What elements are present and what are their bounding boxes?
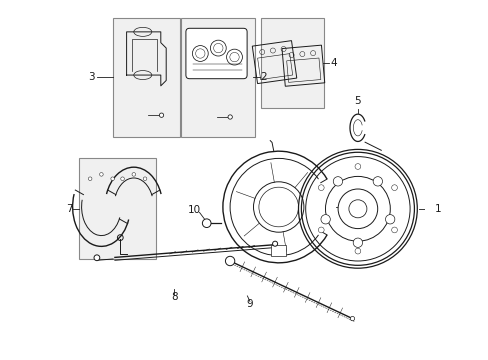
Circle shape: [333, 177, 342, 186]
Circle shape: [352, 238, 362, 247]
Circle shape: [372, 177, 382, 186]
Text: 9: 9: [246, 299, 253, 309]
Circle shape: [100, 172, 103, 176]
Circle shape: [354, 163, 360, 169]
Circle shape: [354, 248, 360, 254]
Circle shape: [132, 172, 135, 176]
Text: 7: 7: [66, 204, 72, 214]
FancyBboxPatch shape: [185, 28, 246, 79]
Text: 8: 8: [171, 292, 177, 302]
Text: 2: 2: [260, 72, 267, 82]
Circle shape: [202, 219, 211, 228]
Bar: [271, 245, 285, 256]
Bar: [113, 18, 179, 137]
Bar: [79, 158, 156, 259]
Circle shape: [272, 241, 277, 246]
Circle shape: [391, 185, 397, 190]
Bar: [260, 18, 323, 108]
Circle shape: [88, 177, 92, 180]
Text: 5: 5: [354, 96, 361, 106]
Circle shape: [94, 255, 100, 261]
Circle shape: [121, 177, 124, 180]
Circle shape: [391, 227, 397, 233]
Text: 4: 4: [329, 58, 336, 68]
Circle shape: [318, 227, 324, 233]
Text: 10: 10: [187, 204, 200, 215]
Text: 1: 1: [434, 204, 441, 214]
Circle shape: [348, 200, 366, 218]
Circle shape: [225, 256, 234, 266]
Circle shape: [227, 115, 232, 119]
Circle shape: [337, 189, 377, 229]
Circle shape: [111, 177, 114, 180]
Circle shape: [349, 316, 354, 321]
Circle shape: [318, 185, 324, 190]
Circle shape: [385, 215, 394, 224]
Circle shape: [159, 113, 163, 117]
Circle shape: [143, 177, 146, 180]
Text: 3: 3: [88, 72, 95, 82]
Circle shape: [320, 215, 329, 224]
Bar: [181, 18, 255, 137]
Text: 6: 6: [352, 202, 358, 212]
